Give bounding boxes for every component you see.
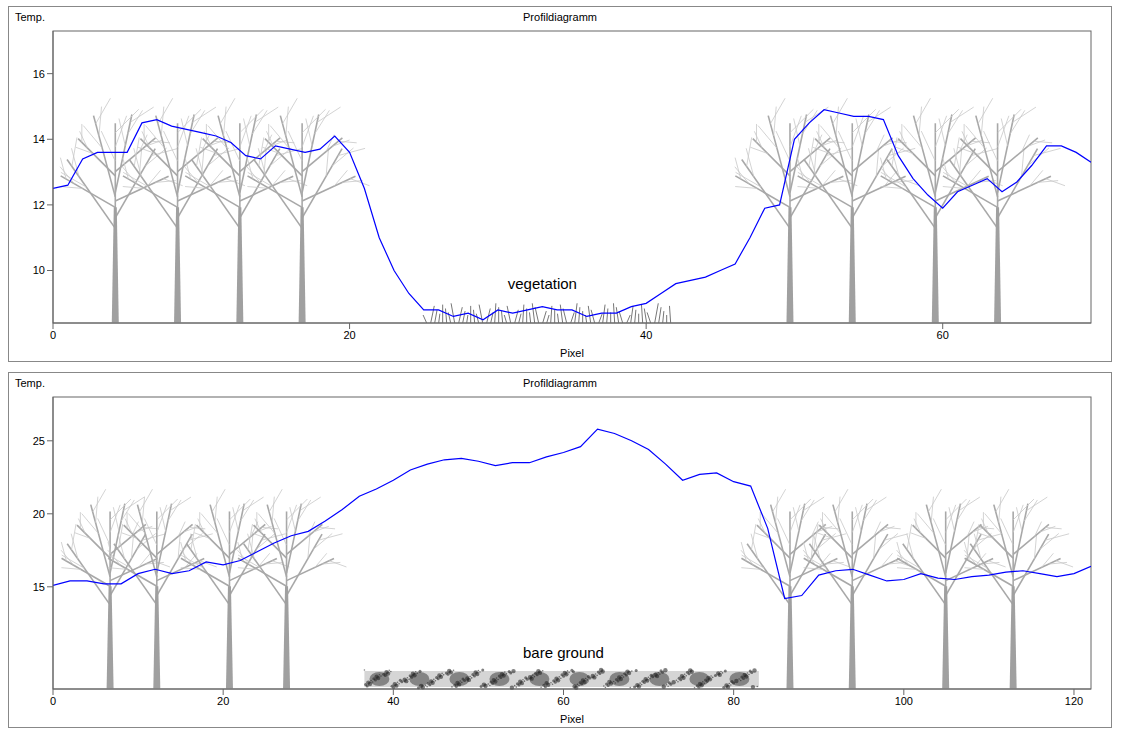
svg-text:60: 60 [937, 329, 949, 341]
svg-text:15: 15 [33, 581, 45, 593]
svg-text:20: 20 [217, 695, 229, 707]
svg-text:14: 14 [33, 133, 45, 145]
svg-text:40: 40 [640, 329, 652, 341]
svg-text:0: 0 [50, 695, 56, 707]
svg-text:100: 100 [895, 695, 913, 707]
html-text:Temp.: Temp. [15, 377, 45, 389]
svg-text:bare ground: bare ground [523, 644, 604, 661]
svg-text:16: 16 [33, 68, 45, 80]
svg-text:12: 12 [33, 199, 45, 211]
html-text:Profildiagramm: Profildiagramm [523, 11, 597, 23]
svg-text:40: 40 [387, 695, 399, 707]
svg-text:vegetation: vegetation [508, 275, 577, 292]
svg-text:20: 20 [33, 508, 45, 520]
svg-text:20: 20 [343, 329, 355, 341]
svg-text:60: 60 [557, 695, 569, 707]
html-text:Profildiagramm: Profildiagramm [523, 377, 597, 389]
svg-text:80: 80 [728, 695, 740, 707]
svg-text:25: 25 [33, 435, 45, 447]
svg-text:0: 0 [50, 329, 56, 341]
svg-text:10: 10 [33, 264, 45, 276]
svg-text:Pixel: Pixel [560, 347, 584, 359]
svg-text:Pixel: Pixel [560, 713, 584, 725]
svg-text:120: 120 [1065, 695, 1083, 707]
html-text:Temp.: Temp. [15, 11, 45, 23]
